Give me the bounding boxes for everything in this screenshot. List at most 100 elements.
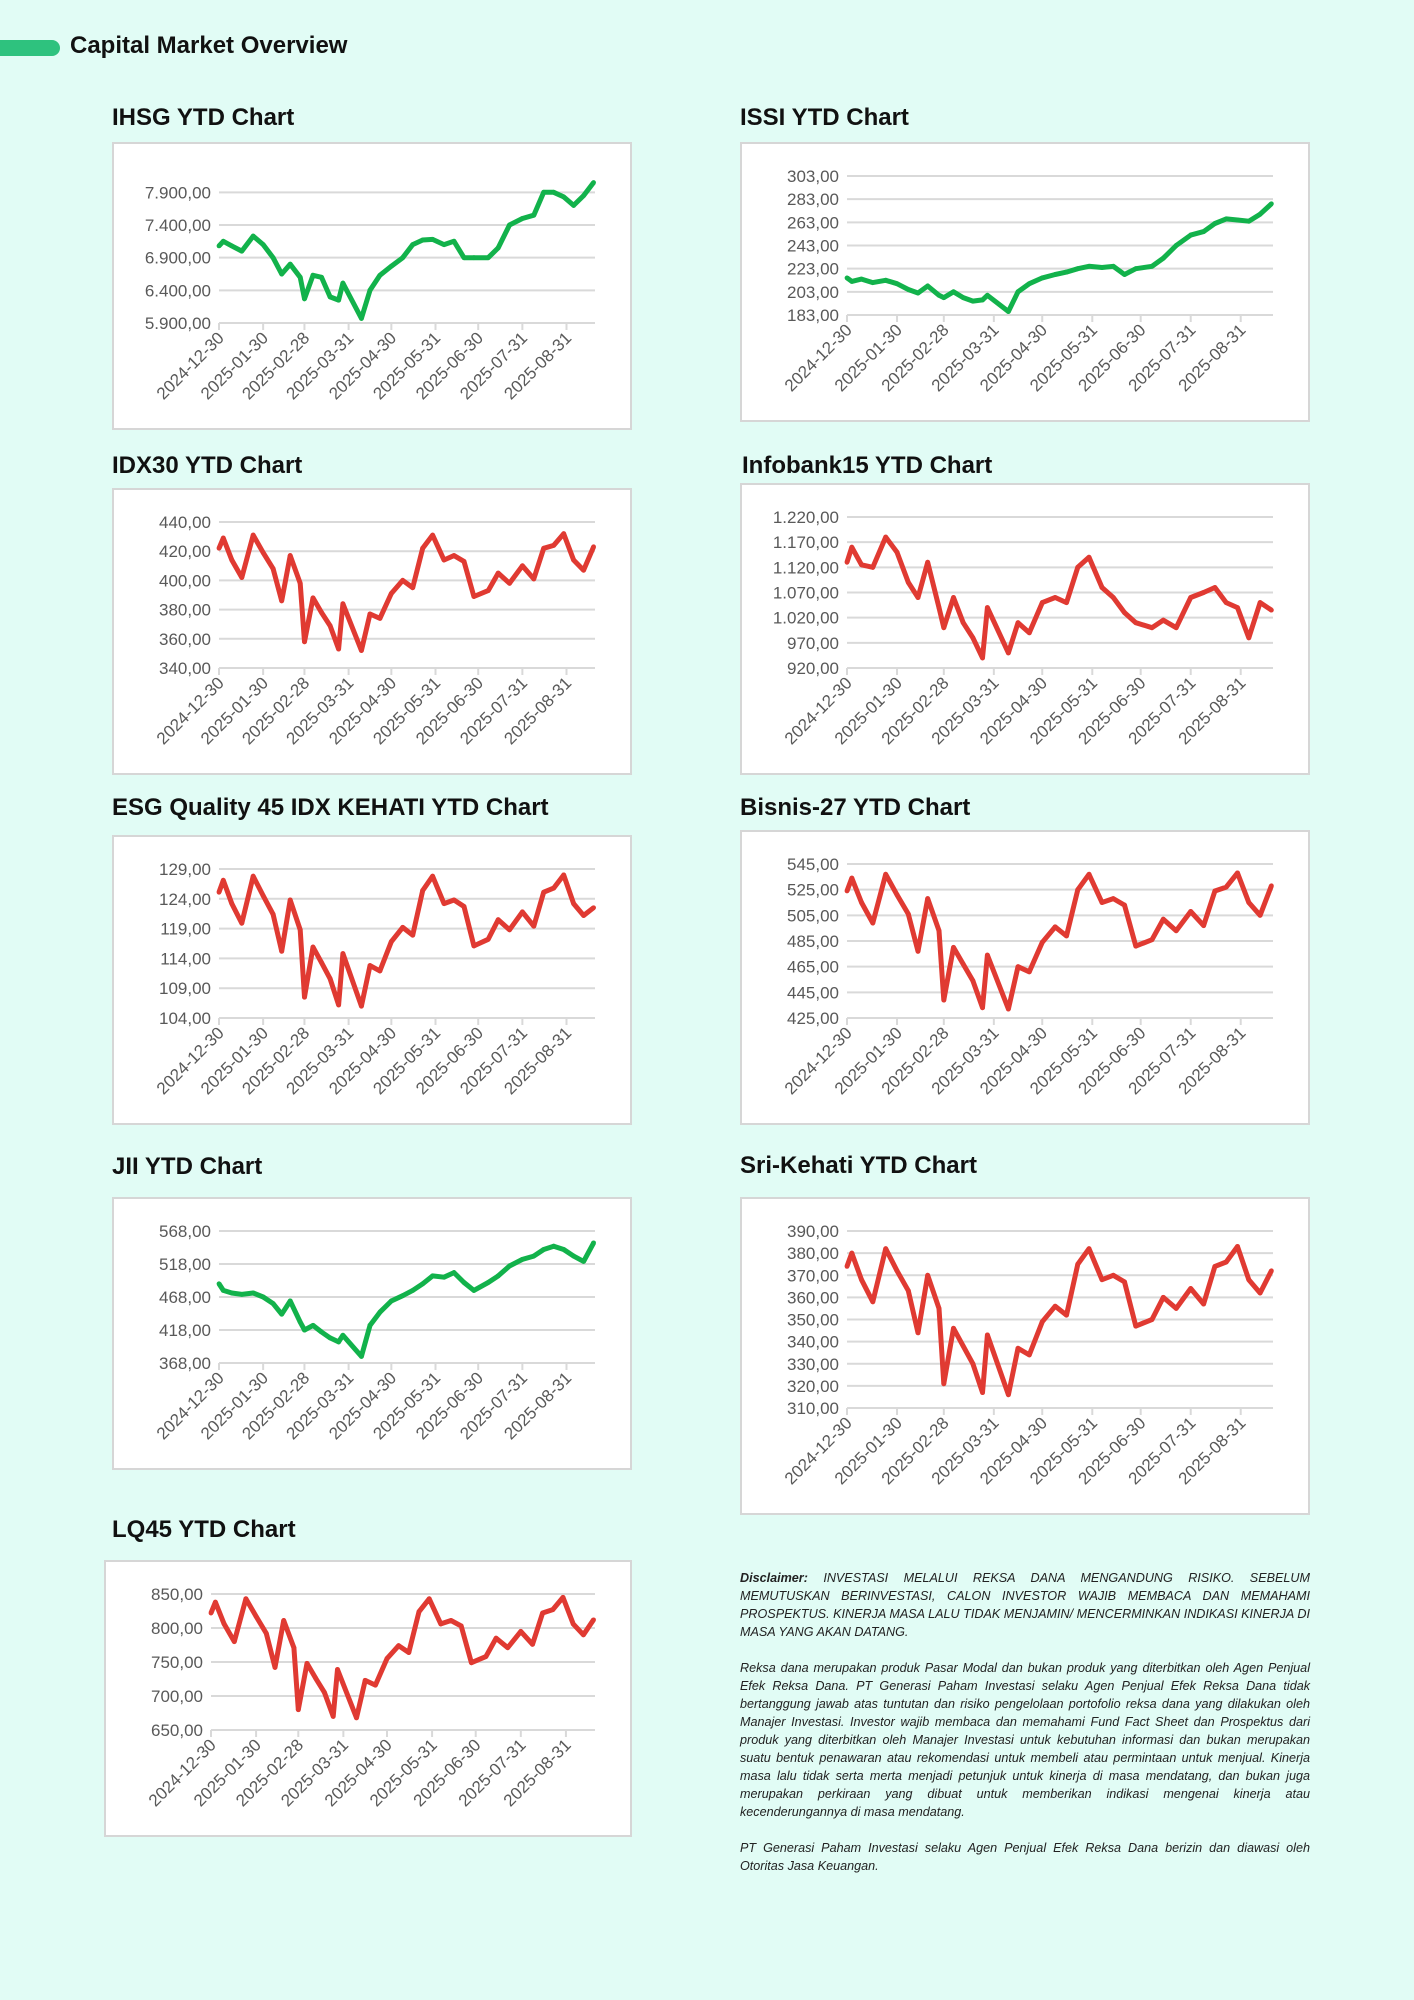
y-tick-label: 7.400,00	[145, 216, 211, 235]
data-point	[495, 1273, 501, 1279]
data-point	[302, 1327, 307, 1333]
data-point	[1173, 928, 1179, 934]
data-point	[270, 566, 276, 572]
chart-srikehati: 310,00 320,00 330,00 340,00 350,00 360,00 370,…	[740, 1197, 1310, 1515]
data-point	[377, 1309, 383, 1315]
data-point	[388, 939, 394, 945]
y-tick-label: 380,00	[787, 1244, 839, 1263]
y-tick-label: 104,00	[159, 1009, 211, 1028]
data-point	[951, 595, 956, 600]
data-point	[485, 1280, 491, 1285]
data-point	[336, 646, 342, 652]
data-point	[396, 1643, 402, 1649]
data-point	[530, 1641, 535, 1647]
data-point	[216, 889, 222, 895]
data-point	[883, 277, 889, 283]
y-tick-label: 310,00	[787, 1399, 839, 1418]
data-point	[1188, 595, 1194, 600]
chart-svg: 920,00 970,00 1.020,00 1.070,00 1.120,00 1.17…	[773, 508, 1274, 748]
y-tick-label: 850,00	[151, 1585, 203, 1604]
chart-title-infobank15: Infobank15 YTD Chart	[742, 452, 993, 479]
data-point	[518, 1629, 524, 1634]
data-point	[471, 1288, 477, 1293]
data-point	[905, 287, 911, 292]
chart-ihsg: 5.900,00 6.400,00 6.900,00 7.400,00 7.900,00…	[112, 142, 632, 430]
data-point	[915, 1330, 921, 1336]
data-point	[1064, 269, 1069, 275]
data-point	[239, 248, 245, 254]
chart-svg: 650,00700,00750,00800,00850,002024-12-30…	[145, 1585, 596, 1810]
data-point	[458, 1623, 464, 1629]
data-point	[1173, 243, 1179, 248]
data-point	[561, 194, 567, 200]
data-point	[915, 595, 921, 600]
y-tick-label: 114,00	[160, 949, 211, 968]
data-point	[420, 545, 426, 551]
data-point	[430, 1273, 436, 1279]
data-point	[310, 1322, 316, 1328]
data-point	[1075, 1261, 1081, 1267]
data-point	[581, 193, 587, 198]
y-tick-label: 5.900,00	[145, 314, 211, 333]
data-point	[505, 1645, 511, 1651]
data-point	[560, 1595, 566, 1600]
data-point	[451, 1270, 457, 1275]
data-point	[1099, 265, 1105, 270]
data-point	[354, 1715, 359, 1721]
data-point	[570, 1621, 576, 1627]
data-point	[541, 1247, 547, 1252]
data-point	[844, 559, 850, 565]
data-point	[936, 605, 942, 610]
chart-idx30: 340,00 360,00 380,00 400,00 420,00 440,00 2024…	[112, 488, 632, 775]
data-point	[870, 564, 876, 570]
data-point	[250, 1290, 256, 1296]
data-point	[451, 553, 457, 558]
data-point	[960, 620, 966, 626]
data-point	[1075, 564, 1081, 570]
data-point	[1257, 1290, 1263, 1296]
data-point	[270, 1301, 276, 1306]
data-point	[1257, 211, 1263, 217]
data-point	[960, 295, 966, 301]
data-point	[591, 1240, 596, 1246]
y-tick-label: 320,00	[787, 1377, 839, 1396]
data-point	[297, 1319, 303, 1325]
chart-title-bisnis27: Bisnis-27 YTD Chart	[740, 794, 971, 821]
data-point	[281, 1618, 287, 1623]
data-point	[870, 1299, 876, 1305]
data-point	[1268, 1268, 1274, 1274]
header-accent-bar	[0, 40, 60, 56]
series-line-srikehati	[844, 1244, 1274, 1398]
data-point	[270, 255, 276, 261]
data-point	[260, 550, 266, 556]
data-point	[894, 1268, 900, 1274]
data-point	[216, 545, 222, 551]
data-point	[1257, 600, 1263, 605]
data-point	[483, 1654, 489, 1659]
data-point	[495, 570, 501, 576]
y-tick-label: 368,00	[159, 1354, 211, 1373]
data-point	[359, 1003, 364, 1009]
data-point	[302, 639, 307, 645]
data-point	[295, 1707, 301, 1712]
data-point	[304, 1660, 310, 1666]
data-point	[571, 901, 577, 906]
chart-svg: 425,00 445,00 465,00 485,00 505,00 525,00 545,…	[781, 855, 1274, 1098]
data-point	[406, 1650, 412, 1655]
y-tick-label: 303,00	[787, 167, 839, 186]
series-line-issi	[845, 201, 1274, 314]
data-point	[1052, 924, 1058, 930]
y-tick-label: 340,00	[787, 1333, 839, 1352]
data-point	[302, 994, 307, 1000]
data-point	[1235, 217, 1240, 223]
y-tick-label: 1.120,00	[773, 558, 839, 577]
data-point	[1133, 943, 1139, 949]
data-point	[468, 1660, 474, 1666]
data-point	[420, 237, 426, 243]
data-point	[239, 575, 245, 580]
data-point	[550, 1607, 556, 1613]
y-tick-label: 129,00	[159, 860, 211, 879]
data-point	[1268, 883, 1274, 889]
data-point	[313, 1675, 319, 1681]
y-tick-label: 518,00	[159, 1255, 211, 1274]
